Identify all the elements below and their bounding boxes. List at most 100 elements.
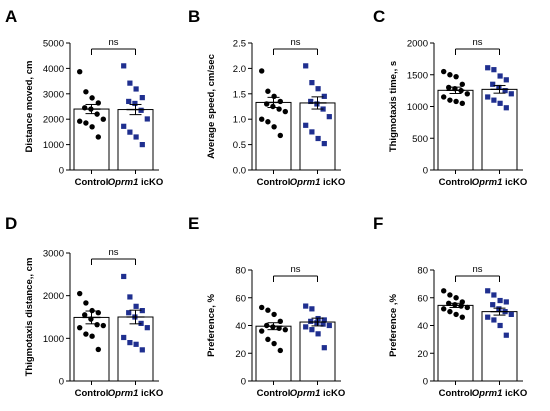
x-tick-label-gene: Oprm1: [290, 388, 321, 399]
y-tick-label: 60: [235, 293, 246, 304]
data-point-icko: [490, 81, 496, 87]
panel-letter: F: [373, 214, 383, 233]
data-point-control: [83, 331, 89, 337]
data-point-control: [77, 118, 83, 124]
data-point-control: [441, 94, 447, 100]
data-point-icko: [133, 341, 139, 347]
sig-label: ns: [290, 37, 300, 48]
data-point-icko: [121, 273, 127, 280]
data-point-icko: [326, 114, 332, 120]
data-point-icko: [485, 65, 491, 71]
data-point-control: [453, 311, 459, 318]
data-point-control: [271, 340, 277, 347]
y-axis-label: Thigmotaxis distance,, cm: [24, 258, 35, 377]
y-tick-label: 1000: [43, 334, 64, 345]
data-point-icko: [121, 123, 127, 129]
data-point-icko: [314, 101, 320, 107]
data-point-icko: [503, 332, 509, 338]
data-point-icko: [320, 321, 326, 327]
y-tick-label: 3000: [43, 249, 64, 260]
data-point-icko: [503, 299, 509, 305]
data-point-control: [265, 336, 271, 343]
data-point-icko: [309, 129, 315, 135]
data-point-icko: [303, 324, 309, 330]
data-point-icko: [490, 302, 496, 308]
sig-label: ns: [108, 247, 118, 258]
data-point-control: [271, 124, 277, 130]
data-point-icko: [308, 98, 314, 105]
data-point-icko: [508, 311, 514, 317]
bar-control: [437, 304, 474, 382]
y-tick-label: 0.0: [233, 166, 246, 177]
data-point-control: [277, 347, 283, 354]
data-point-icko: [502, 88, 508, 94]
data-point-control: [282, 108, 288, 115]
y-tick-label: 0: [423, 166, 428, 177]
data-point-control: [95, 134, 102, 140]
data-point-control: [264, 322, 270, 329]
sig-label: ns: [108, 37, 118, 48]
sig-label: ns: [290, 264, 300, 275]
y-tick-label: 5000: [43, 39, 64, 50]
data-point-icko: [503, 105, 509, 111]
data-point-icko: [497, 297, 503, 304]
data-point-control: [446, 300, 452, 306]
data-point-icko: [503, 77, 509, 83]
data-point-control: [459, 314, 465, 320]
panel-letter: C: [373, 7, 385, 26]
data-point-control: [464, 91, 470, 97]
x-tick-label: Control: [75, 388, 109, 399]
data-point-control: [447, 308, 453, 315]
data-point-icko: [497, 322, 503, 329]
bar-icko: [481, 311, 518, 382]
data-point-control: [89, 124, 95, 130]
y-tick-label: 2000: [43, 115, 64, 126]
data-point-control: [441, 306, 447, 312]
data-point-icko: [139, 308, 145, 314]
x-tick-label: Oprm1 icKO: [472, 388, 527, 399]
x-tick-label-gene: Oprm1: [108, 388, 139, 399]
data-point-icko: [126, 310, 132, 316]
data-point-control: [100, 116, 107, 122]
x-tick-label-suffix: icKO: [502, 177, 527, 188]
data-point-control: [83, 89, 89, 95]
data-point-icko: [497, 100, 503, 106]
data-point-control: [270, 103, 276, 110]
bar-control: [255, 325, 292, 382]
y-tick-label: 40: [235, 321, 246, 332]
data-point-control: [83, 120, 89, 126]
y-tick-label: 20: [235, 349, 246, 360]
panel-c: C 0 500 1000 1500 2000 Thigmotaxis time,, s Con…: [373, 7, 527, 188]
data-point-control: [82, 312, 88, 318]
y-tick-label: 0: [59, 166, 64, 177]
data-point-icko: [133, 303, 139, 309]
data-point-icko: [309, 327, 315, 333]
x-tick-label-suffix: icKO: [502, 388, 527, 399]
data-point-control: [95, 346, 102, 353]
data-point-icko: [127, 129, 133, 135]
y-tick-label: 1.0: [233, 115, 246, 126]
y-tick-label: 1500: [407, 70, 428, 81]
data-point-icko: [315, 135, 321, 142]
data-point-icko: [139, 142, 145, 148]
data-point-icko: [321, 317, 327, 323]
y-tick-label: 2.5: [233, 39, 246, 50]
data-point-control: [453, 73, 459, 80]
data-point-control: [94, 111, 100, 117]
y-tick-label: 2000: [407, 39, 428, 50]
panel-letter: D: [5, 214, 17, 233]
data-point-icko: [496, 84, 502, 91]
data-point-icko: [139, 95, 145, 101]
data-point-control: [459, 81, 465, 87]
data-point-icko: [308, 318, 314, 324]
y-tick-label: 3000: [43, 89, 64, 100]
y-tick-label: 40: [417, 321, 428, 332]
data-point-control: [77, 290, 83, 297]
y-axis-label: Thigmotaxis time,, s: [388, 61, 399, 152]
x-tick-label-gene: Oprm1: [472, 177, 503, 188]
data-point-icko: [309, 306, 315, 312]
data-point-control: [277, 318, 283, 325]
x-tick-label: Oprm1 icKO: [108, 388, 163, 399]
y-tick-label: 2.0: [233, 64, 246, 75]
